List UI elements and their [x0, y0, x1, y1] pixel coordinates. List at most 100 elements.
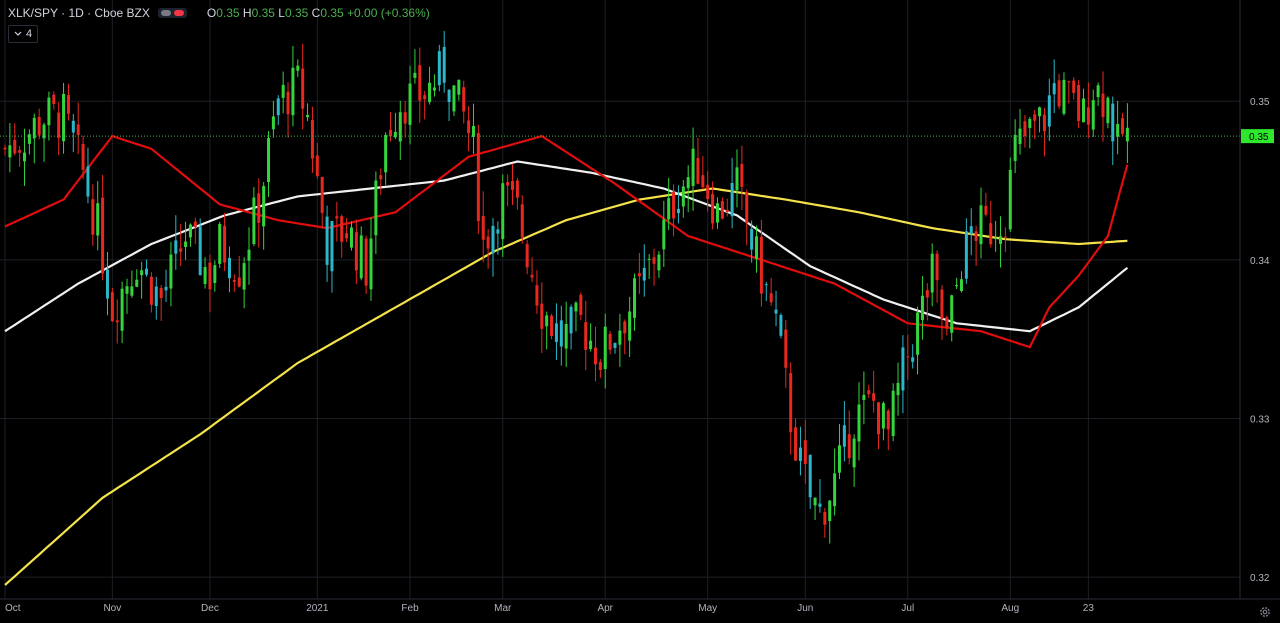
candle-body — [491, 225, 495, 254]
candle-body — [540, 303, 544, 329]
candle-body — [881, 403, 885, 429]
candle-body — [1003, 236, 1007, 238]
x-tick-label: Apr — [597, 603, 613, 614]
candle-body — [681, 186, 685, 207]
candle-body — [1091, 100, 1095, 130]
candle-body — [647, 258, 651, 260]
candle-body — [828, 500, 832, 522]
candle-body — [515, 180, 519, 198]
candle-body — [989, 223, 993, 245]
candle-body — [62, 93, 66, 142]
candle-body — [452, 85, 456, 112]
candle-body — [1028, 118, 1032, 128]
candle-body — [720, 201, 724, 219]
candle-body — [896, 382, 900, 396]
low-label: L — [278, 6, 285, 20]
candle-body — [833, 473, 837, 507]
candle-body — [779, 314, 783, 336]
high-value: 0.35 — [251, 6, 275, 20]
candle-body — [1013, 134, 1017, 161]
low-value: 0.35 — [284, 6, 309, 20]
candle-body — [91, 199, 95, 235]
candle-body — [813, 497, 817, 506]
candle-body — [257, 193, 261, 223]
last-price-tag[interactable] — [1241, 129, 1274, 144]
candle-body — [784, 329, 788, 368]
candle-body — [1101, 93, 1105, 118]
candle-body — [740, 163, 744, 187]
change-value: +0.00 (+0.36%) — [347, 6, 430, 20]
candle-body — [247, 249, 251, 261]
candle-body — [584, 322, 588, 350]
flag-icon[interactable] — [173, 10, 184, 16]
candle-body — [837, 445, 841, 473]
candle-body — [901, 347, 905, 391]
candle-body — [384, 134, 388, 173]
candle-body — [637, 273, 641, 277]
candle-body — [267, 138, 271, 183]
close-value: 0.35 — [320, 6, 344, 20]
indicators-toggle[interactable]: 4 — [8, 25, 39, 43]
candle-body — [301, 68, 305, 109]
candle-body — [432, 87, 436, 91]
candle-body — [179, 248, 183, 252]
x-axis[interactable]: Oct Nov Dec 2021 Feb Mar Apr May Jun Jul Aug 23 — [0, 598, 1280, 614]
candle-body — [550, 315, 554, 337]
candle-body — [755, 236, 759, 259]
candle-body — [71, 120, 75, 133]
ma-red — [4, 134, 1129, 349]
candle-body — [686, 177, 690, 189]
candle-body — [877, 402, 881, 435]
x-tick-label: Nov — [103, 603, 121, 614]
candle-body — [764, 284, 768, 286]
candle-body — [1116, 124, 1120, 137]
candle-body — [940, 289, 944, 319]
y-tick-label: 0.34 — [1250, 256, 1270, 267]
candle-body — [96, 203, 100, 236]
gear-icon[interactable] — [1258, 605, 1272, 619]
candle-body — [959, 279, 963, 292]
candle-body — [276, 98, 280, 116]
candle-body — [320, 176, 324, 213]
candle-body — [481, 215, 485, 240]
candle-body — [398, 112, 402, 142]
candle-body — [603, 326, 607, 370]
candle-body — [911, 357, 915, 362]
eye-icon[interactable] — [160, 10, 171, 16]
candle-body — [559, 320, 563, 347]
open-value: 0.35 — [216, 6, 240, 20]
candle-body — [725, 209, 729, 212]
moving-average-line — [4, 134, 1129, 349]
candle-body — [750, 228, 754, 250]
candle-body — [525, 244, 529, 268]
candle-body — [999, 236, 1003, 244]
candle-body — [569, 306, 573, 334]
candle-body — [662, 219, 666, 250]
candle-body — [984, 205, 988, 215]
candle-body — [774, 309, 778, 314]
candle-body — [1111, 103, 1115, 142]
candle-body — [125, 286, 129, 294]
candle-body — [374, 180, 378, 236]
candle-body — [867, 390, 871, 395]
y-axis[interactable]: 0.35 0.34 0.33 0.32 — [1239, 0, 1270, 599]
candle-body — [281, 84, 285, 98]
candle-body — [1033, 114, 1037, 121]
candle-body — [857, 404, 861, 442]
candle-body — [471, 126, 475, 137]
candle-body — [42, 124, 46, 139]
candle-body — [652, 257, 656, 264]
candle-body — [520, 204, 524, 238]
visibility-toggle[interactable] — [157, 8, 187, 18]
y-tick-label: 0.33 — [1250, 414, 1270, 425]
candle-body — [1052, 83, 1056, 95]
candle-body — [730, 182, 734, 217]
last-price-label: 0.35 — [1249, 132, 1269, 143]
candle-body — [310, 119, 314, 159]
candle-body — [315, 155, 319, 177]
indicator-count: 4 — [26, 28, 33, 40]
symbol-title[interactable]: XLK/SPY · 1D · Cboe BZX — [8, 6, 150, 20]
candle-body — [81, 144, 85, 170]
y-tick-label: 0.32 — [1250, 573, 1270, 584]
